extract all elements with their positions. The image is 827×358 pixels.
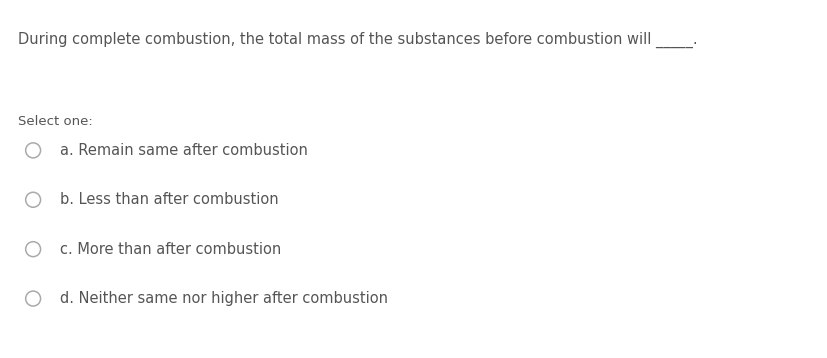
Text: Select one:: Select one: [18, 115, 93, 127]
Text: d. Neither same nor higher after combustion: d. Neither same nor higher after combust… [60, 291, 387, 306]
Text: a. Remain same after combustion: a. Remain same after combustion [60, 143, 307, 158]
Text: b. Less than after combustion: b. Less than after combustion [60, 192, 278, 207]
Text: During complete combustion, the total mass of the substances before combustion w: During complete combustion, the total ma… [18, 32, 697, 48]
Text: c. More than after combustion: c. More than after combustion [60, 242, 280, 257]
